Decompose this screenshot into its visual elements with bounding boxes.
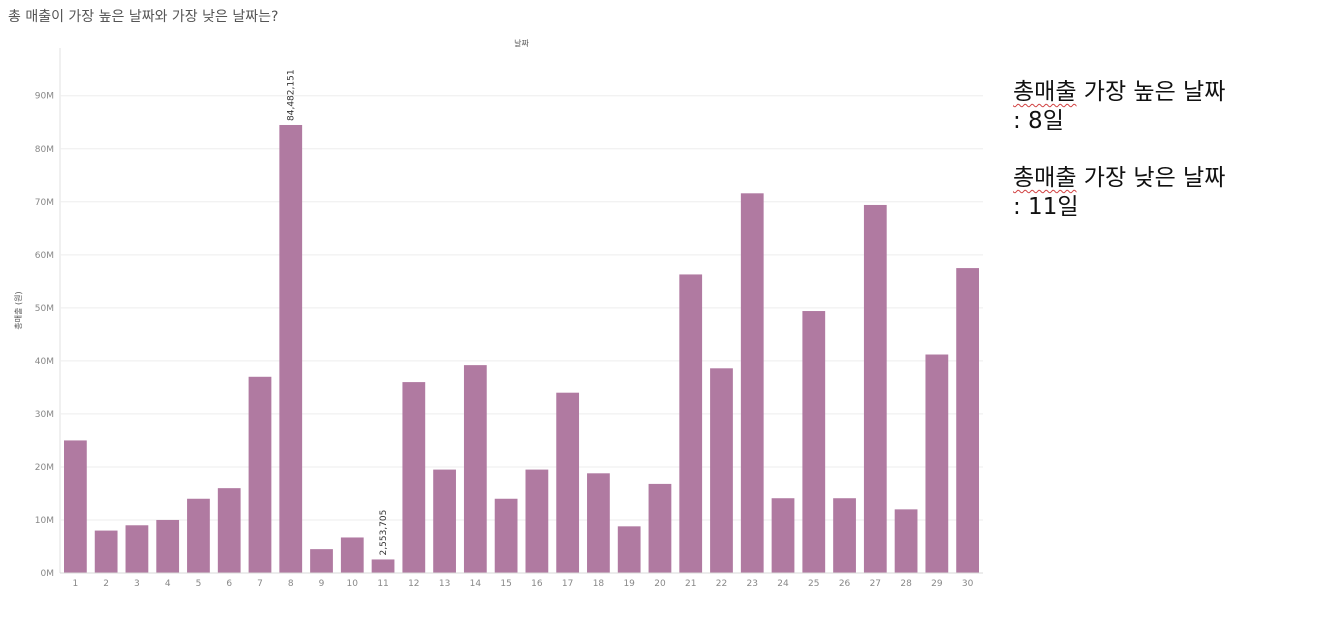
bar-day-18 [587, 473, 610, 573]
bar-day-28 [894, 509, 918, 573]
x-tick-label: 27 [870, 579, 881, 589]
x-tick-label: 4 [165, 579, 171, 589]
bar-day-4 [156, 519, 180, 573]
highest-note-label: 총매출 [1013, 79, 1077, 105]
y-tick-label: 30M [35, 410, 54, 420]
bar-day-26 [833, 498, 856, 573]
bar-day-25 [802, 311, 826, 573]
chart-title: 날짜 [514, 38, 529, 48]
x-tick-label: 24 [777, 579, 789, 589]
y-axis-label: 총매출 (원) [13, 291, 23, 329]
x-tick-label: 5 [196, 579, 202, 589]
bar-day-27 [863, 204, 887, 573]
x-tick-label: 3 [134, 579, 140, 589]
bar-day-29 [925, 354, 949, 573]
lowest-note-label: 총매출 [1013, 165, 1077, 191]
highest-note-value: : 8일 [1013, 108, 1064, 134]
x-tick-label: 1 [73, 579, 79, 589]
bar-day-10 [340, 537, 364, 573]
bar-day-19 [617, 526, 641, 573]
y-tick-label: 0M [41, 569, 55, 579]
x-tick-label: 25 [808, 579, 819, 589]
annotation-notes: 총매출 가장 높은 날짜 : 8일 총매출 가장 낮은 날짜 : 11일 [1013, 78, 1313, 250]
bar-day-11 [371, 559, 395, 573]
x-tick-label: 29 [931, 579, 943, 589]
x-tick-label: 23 [747, 579, 758, 589]
x-tick-label: 22 [716, 579, 727, 589]
bar-day-21 [679, 274, 703, 573]
x-tick-label: 13 [439, 579, 450, 589]
x-tick-label: 12 [408, 579, 419, 589]
x-tick-label: 26 [839, 579, 851, 589]
y-tick-label: 10M [35, 516, 54, 526]
x-tick-label: 10 [347, 579, 359, 589]
page-title: 총 매출이 가장 높은 날짜와 가장 낮은 날짜는? [8, 9, 279, 25]
bar-day-20 [648, 483, 672, 573]
data-label-day-11: 2,553,705 [379, 510, 389, 556]
y-tick-label: 40M [35, 357, 54, 367]
bar-day-9 [310, 549, 333, 573]
bar-day-16 [525, 469, 549, 573]
x-tick-label: 20 [654, 579, 666, 589]
bar-day-5 [187, 498, 210, 573]
bar-day-30 [956, 268, 980, 573]
lowest-day-note: 총매출 가장 낮은 날짜 : 11일 [1013, 164, 1313, 222]
y-tick-label: 90M [35, 92, 54, 102]
bar-day-17 [556, 392, 580, 573]
x-tick-label: 21 [685, 579, 696, 589]
highest-day-note: 총매출 가장 높은 날짜 : 8일 [1013, 78, 1313, 136]
bar-day-15 [494, 498, 518, 573]
bar-day-1 [63, 440, 87, 573]
bar-day-13 [433, 469, 456, 573]
bar-day-8 [279, 124, 303, 574]
x-tick-label: 11 [377, 579, 388, 589]
highest-note-text: 가장 높은 날짜 [1076, 79, 1226, 105]
x-tick-label: 7 [257, 579, 263, 589]
x-tick-label: 6 [226, 579, 232, 589]
y-tick-label: 60M [35, 251, 54, 261]
x-tick-label: 15 [500, 579, 511, 589]
x-tick-label: 9 [319, 579, 325, 589]
bar-day-22 [710, 368, 733, 573]
lowest-note-value: : 11일 [1013, 194, 1079, 220]
y-tick-label: 50M [35, 304, 54, 314]
bar-day-14 [463, 365, 487, 573]
y-tick-label: 20M [35, 463, 54, 473]
x-tick-label: 2 [103, 579, 109, 589]
bar-day-12 [402, 382, 426, 573]
x-tick-label: 19 [623, 579, 635, 589]
bar-day-3 [125, 525, 149, 573]
bar-day-7 [248, 376, 272, 573]
x-tick-label: 16 [531, 579, 543, 589]
x-tick-label: 18 [593, 579, 605, 589]
x-tick-label: 8 [288, 579, 294, 589]
bar-day-6 [217, 488, 241, 573]
bar-day-23 [740, 193, 764, 573]
x-tick-label: 28 [900, 579, 912, 589]
x-tick-label: 30 [962, 579, 974, 589]
y-tick-label: 80M [35, 145, 54, 155]
x-tick-label: 17 [562, 579, 573, 589]
x-tick-label: 14 [470, 579, 482, 589]
bar-day-24 [771, 498, 795, 573]
bar-day-2 [94, 530, 118, 573]
y-tick-label: 70M [35, 198, 54, 208]
lowest-note-text: 가장 낮은 날짜 [1076, 165, 1226, 191]
data-label-day-8: 84,482,151 [287, 69, 297, 121]
